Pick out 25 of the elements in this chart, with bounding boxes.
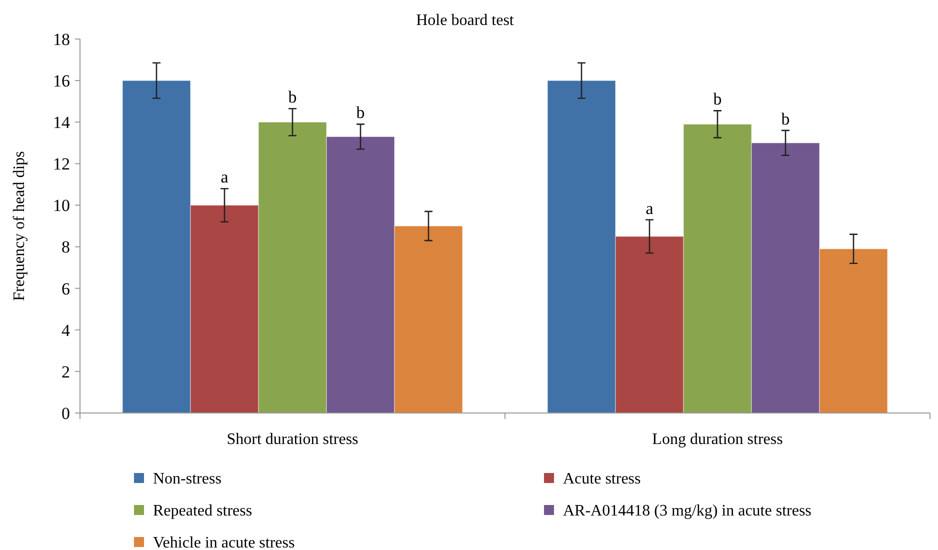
y-axis-title: Frequency of head dips bbox=[11, 151, 28, 301]
chart-title: Hole board test bbox=[416, 12, 514, 29]
y-tick-label: 10 bbox=[53, 196, 70, 216]
y-tick-label: 8 bbox=[62, 238, 70, 257]
y-tick-label: 2 bbox=[62, 362, 70, 382]
x-tick-label: Long duration stress bbox=[652, 431, 783, 448]
y-tick-label: 12 bbox=[53, 154, 70, 174]
y-tick-label: 6 bbox=[62, 279, 70, 298]
data-label: b bbox=[356, 103, 365, 122]
legend-label: Repeated stress bbox=[153, 502, 252, 520]
legend-label: Non-stress bbox=[153, 470, 222, 488]
data-label: b bbox=[713, 90, 722, 109]
x-tick-label: Short duration stress bbox=[226, 431, 358, 448]
legend-label: AR-A014418 (3 mg/kg) in acute stress bbox=[563, 502, 812, 520]
data-label: a bbox=[220, 168, 229, 187]
legend-label: Acute stress bbox=[563, 470, 641, 488]
data-label: a bbox=[646, 198, 654, 218]
legend-label: Vehicle in acute stress bbox=[153, 534, 295, 550]
y-tick-label: 18 bbox=[53, 30, 70, 49]
y-tick-label: 4 bbox=[62, 320, 70, 340]
data-label: b bbox=[288, 88, 297, 107]
y-tick-label: 16 bbox=[53, 72, 70, 91]
y-tick-label: 14 bbox=[53, 113, 70, 132]
data-label: b bbox=[781, 109, 790, 128]
y-tick-label: 0 bbox=[62, 404, 70, 423]
